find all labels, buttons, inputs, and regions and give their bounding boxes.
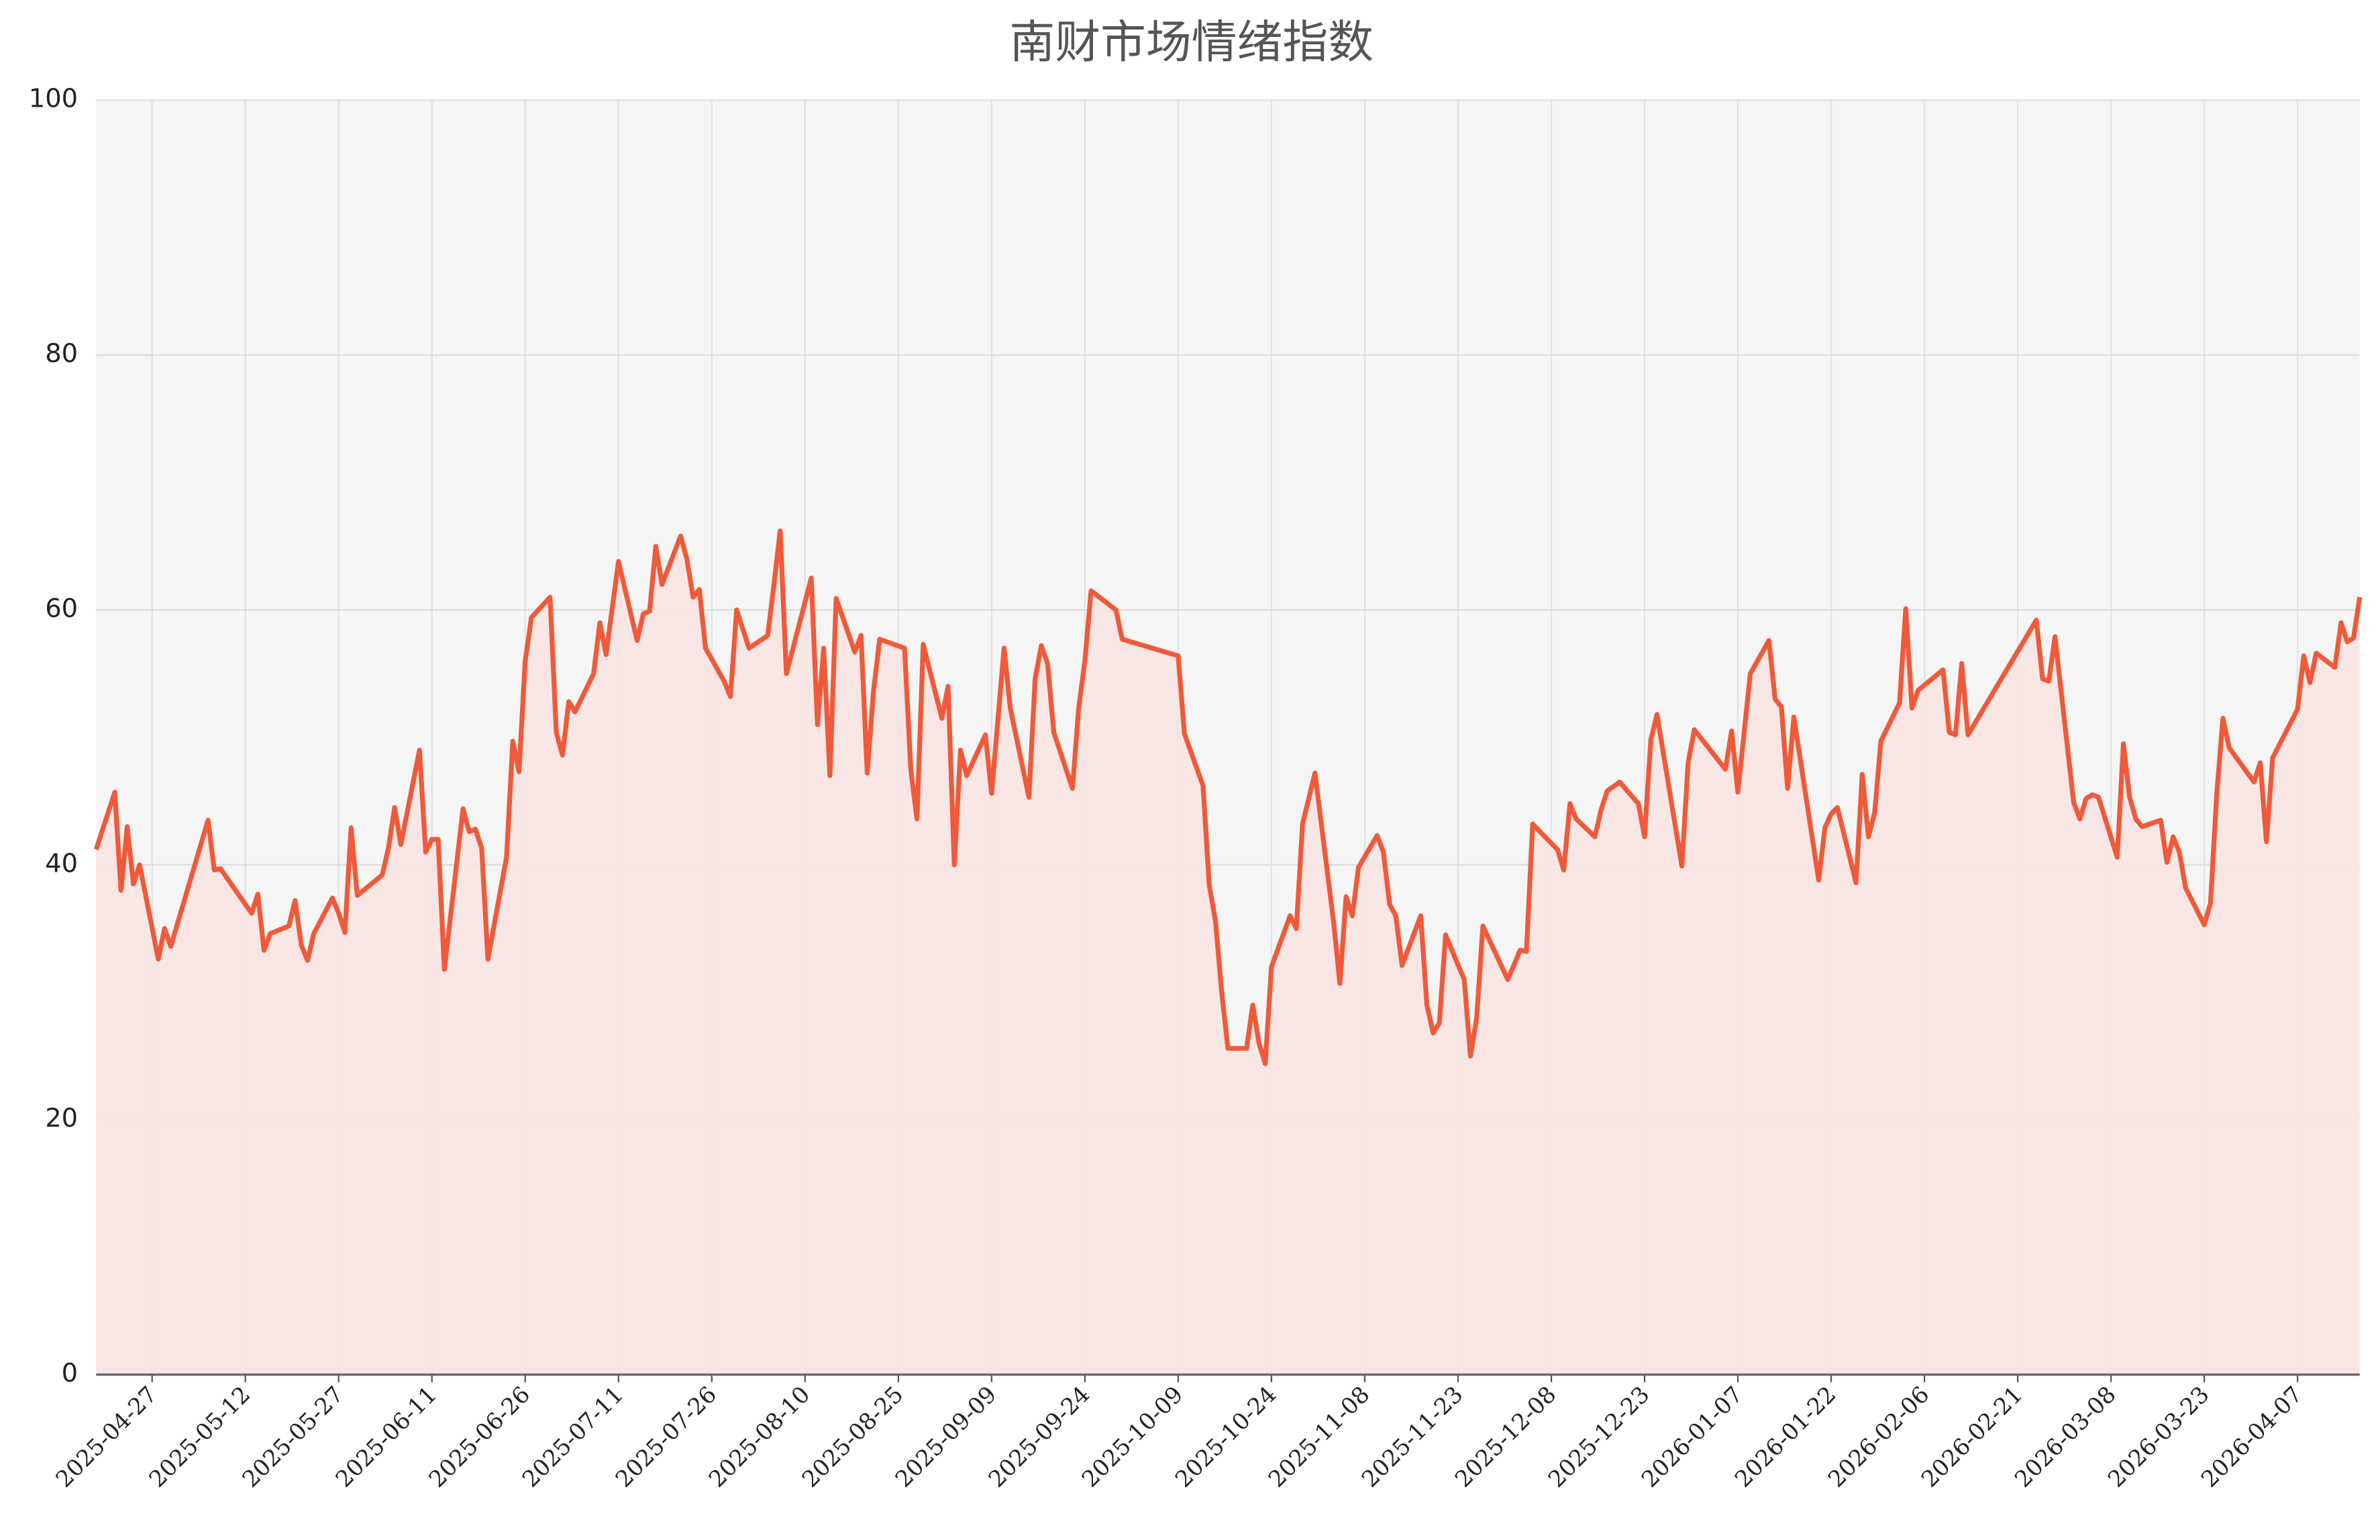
line (93, 528, 2363, 1066)
y-tick-label: 60 (45, 593, 78, 623)
y-tick-label: 80 (45, 339, 78, 369)
y-tick-label: 0 (62, 1358, 78, 1388)
y-tick-label: 100 (29, 84, 78, 114)
y-tick-label: 20 (45, 1103, 78, 1133)
y-tick-label: 40 (45, 848, 78, 878)
chart-title: 南财市场情绪指数 (1009, 15, 1374, 68)
